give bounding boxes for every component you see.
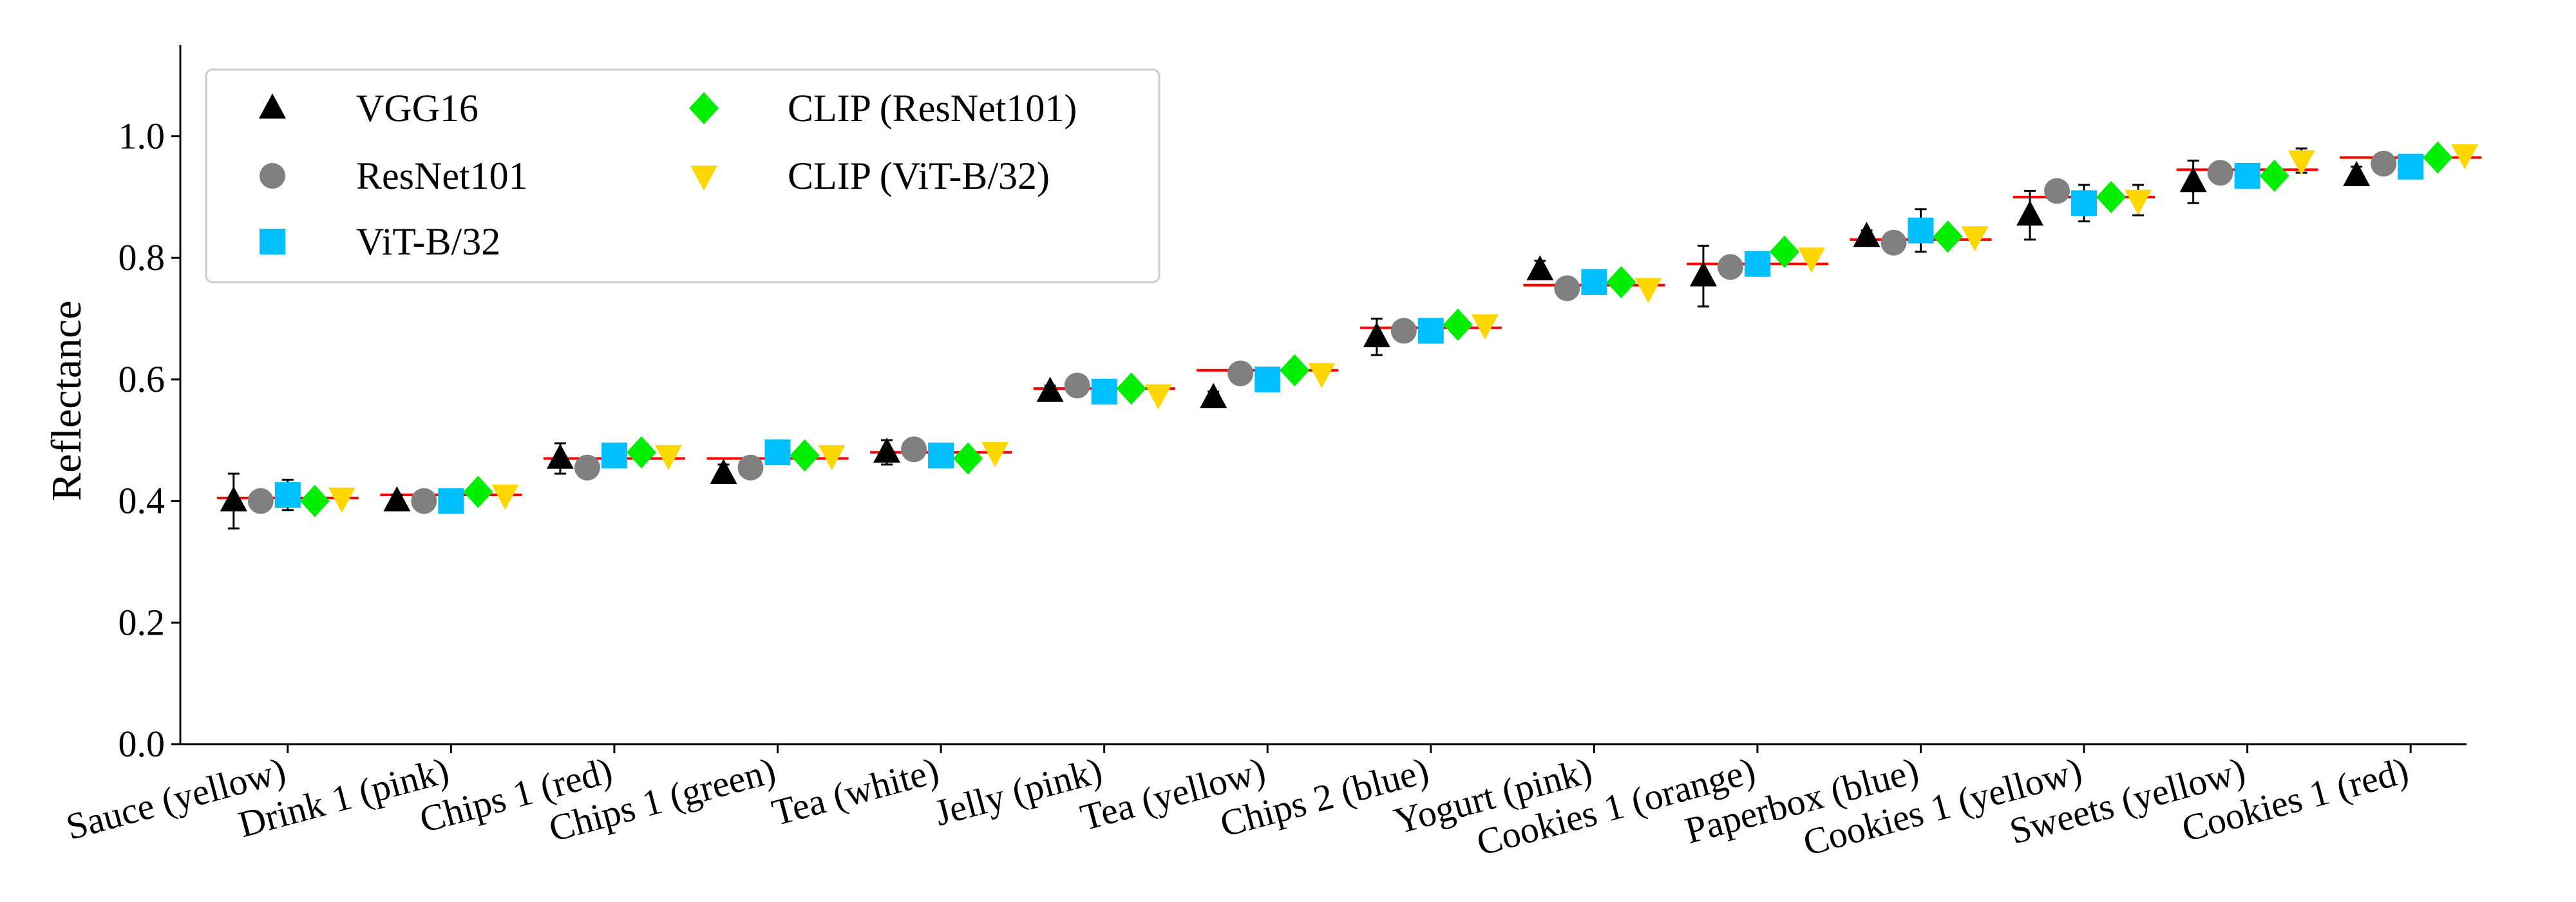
data-point-triangle-down (2287, 150, 2315, 176)
data-point-diamond (1933, 220, 1963, 253)
data-point-triangle-up (546, 443, 574, 469)
data-point-diamond (463, 475, 493, 508)
data-point-triangle-up (1689, 261, 1717, 287)
data-point-square (438, 488, 464, 514)
legend-label: CLIP (ResNet101) (788, 87, 1077, 130)
data-point-triangle-down (818, 445, 846, 470)
legend-label: ViT-B/32 (356, 220, 500, 263)
data-point-square (2234, 162, 2260, 189)
data-point-circle (2371, 150, 2397, 177)
legend-marker (260, 163, 285, 189)
data-point-triangle-down (1144, 384, 1172, 410)
legend-frame (205, 68, 1160, 283)
legend-marker (259, 93, 286, 119)
data-point-triangle-up (2016, 200, 2044, 226)
data-point-triangle-down (654, 445, 682, 470)
data-point-square (928, 442, 954, 468)
data-point-triangle-down (328, 487, 355, 513)
data-point-circle (737, 454, 764, 481)
data-point-triangle-up (1853, 222, 1880, 247)
data-point-circle (1390, 318, 1417, 344)
data-point-diamond (1280, 354, 1310, 387)
data-point-circle (247, 488, 274, 514)
legend-marker (690, 166, 717, 191)
data-point-triangle-up (873, 437, 901, 463)
y-tick-label: 0.6 (118, 358, 166, 400)
data-point-diamond (2096, 180, 2126, 213)
data-point-triangle-up (1363, 321, 1390, 347)
data-point-circle (574, 454, 600, 481)
data-point-circle (411, 488, 437, 514)
y-tick-label: 0.0 (118, 723, 166, 765)
y-axis-label: Reflectance (43, 300, 90, 501)
data-point-triangle-down (1961, 226, 1989, 252)
data-point-triangle-up (2179, 167, 2207, 193)
data-point-circle (901, 436, 927, 463)
data-point-triangle-up (383, 486, 411, 512)
legend-label: VGG16 (356, 87, 478, 130)
data-point-circle (2044, 178, 2070, 204)
data-point-triangle-down (1308, 363, 1336, 389)
data-point-triangle-up (1036, 376, 1064, 402)
data-point-triangle-up (710, 459, 737, 485)
y-axis: 0.0 0.2 0.4 0.6 0.8 1.0 (118, 45, 182, 765)
data-point-diamond (2423, 141, 2453, 174)
data-point-square (601, 442, 627, 468)
data-point-diamond (1606, 265, 1636, 298)
data-point-triangle-down (491, 485, 519, 510)
data-point-diamond (2259, 159, 2289, 192)
data-point-diamond (953, 442, 983, 475)
data-point-square (2398, 153, 2424, 180)
data-point-circle (1880, 229, 1907, 256)
data-point-triangle-up (1200, 383, 1227, 408)
data-point-circle (1554, 275, 1580, 302)
y-tick-label: 0.4 (118, 480, 166, 522)
data-point-triangle-down (1634, 278, 1662, 303)
data-point-diamond (299, 485, 330, 517)
x-tick-label: Jelly (pink) (930, 749, 1106, 834)
data-point-square (274, 482, 301, 508)
data-point-square (1908, 217, 1934, 244)
data-point-square (1255, 366, 1281, 392)
data-point-square (1744, 251, 1770, 277)
y-tick-label: 1.0 (118, 115, 166, 157)
data-point-square (1091, 378, 1117, 405)
data-point-diamond (790, 439, 820, 472)
data-point-triangle-down (1471, 314, 1499, 340)
data-point-circle (1717, 254, 1743, 280)
data-point-triangle-down (2451, 144, 2479, 169)
data-point-diamond (626, 436, 656, 469)
data-point-square (1417, 318, 1444, 344)
legend-marker (689, 92, 719, 124)
y-tick-label: 0.2 (118, 601, 166, 643)
y-tick-label: 0.8 (118, 236, 166, 278)
data-point-square (764, 439, 791, 466)
legend: VGG16 ResNet101 ViT-B/32 CLIP (ResNet101) CL… (205, 68, 1160, 283)
data-point-diamond (1443, 309, 1473, 341)
legend-label: ResNet101 (356, 155, 528, 197)
data-point-diamond (1769, 235, 1799, 268)
data-point-triangle-down (981, 442, 1009, 468)
data-point-diamond (1116, 372, 1146, 405)
legend-label: CLIP (ViT-B/32) (788, 155, 1050, 197)
data-point-square (1581, 269, 1607, 295)
x-tick-label: Tea (white) (768, 749, 943, 834)
data-point-circle (1227, 360, 1254, 387)
data-point-triangle-down (1797, 247, 1825, 273)
data-point-circle (1064, 372, 1090, 399)
data-point-triangle-up (1526, 255, 1554, 281)
data-point-circle (2207, 160, 2233, 186)
data-point-square (2071, 190, 2098, 216)
data-point-triangle-down (2125, 189, 2152, 215)
legend-marker (260, 229, 285, 254)
plot-area (216, 141, 2482, 530)
data-point-triangle-up (2343, 160, 2371, 186)
data-point-triangle-up (220, 486, 247, 512)
x-axis: Sauce (yellow)Drink 1 (pink)Chips 1 (red… (62, 743, 2467, 864)
